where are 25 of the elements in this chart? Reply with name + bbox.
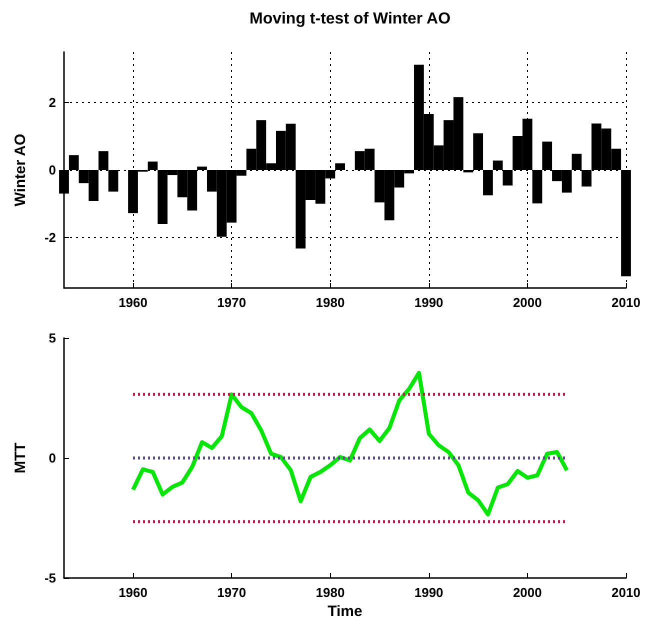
y-tick-label: -2 — [44, 230, 56, 245]
x-tick-label: 1960 — [118, 295, 148, 310]
y-tick-label: 0 — [48, 162, 56, 178]
x-tick-label: 1990 — [414, 295, 444, 310]
x-tick-label: 2000 — [512, 585, 542, 600]
x-tick-label: 1970 — [217, 295, 246, 310]
x-axis-title: Time — [328, 603, 362, 620]
bar — [621, 170, 631, 276]
x-tick-label: 1990 — [414, 585, 444, 600]
x-tick-label: 1960 — [118, 585, 148, 600]
line-series — [131, 370, 569, 516]
y-axis-title: MTT — [12, 442, 29, 474]
y-tick-label: 2 — [48, 95, 56, 110]
y-tick-label: 5 — [48, 330, 56, 346]
x-tick-label: 2010 — [612, 295, 640, 310]
x-tick-label: 1980 — [316, 585, 345, 600]
y-tick-label: -5 — [44, 570, 56, 586]
x-tick-label: 2000 — [512, 295, 542, 310]
y-axis-title: Winter AO — [12, 133, 29, 206]
y-tick-label: 0 — [48, 450, 56, 466]
x-tick-label: 1980 — [316, 295, 345, 310]
bar — [483, 170, 493, 196]
x-tick-label: 1970 — [217, 585, 246, 600]
chart-title: Moving t-test of Winter AO — [249, 10, 451, 28]
x-tick-label: 2010 — [612, 585, 640, 600]
